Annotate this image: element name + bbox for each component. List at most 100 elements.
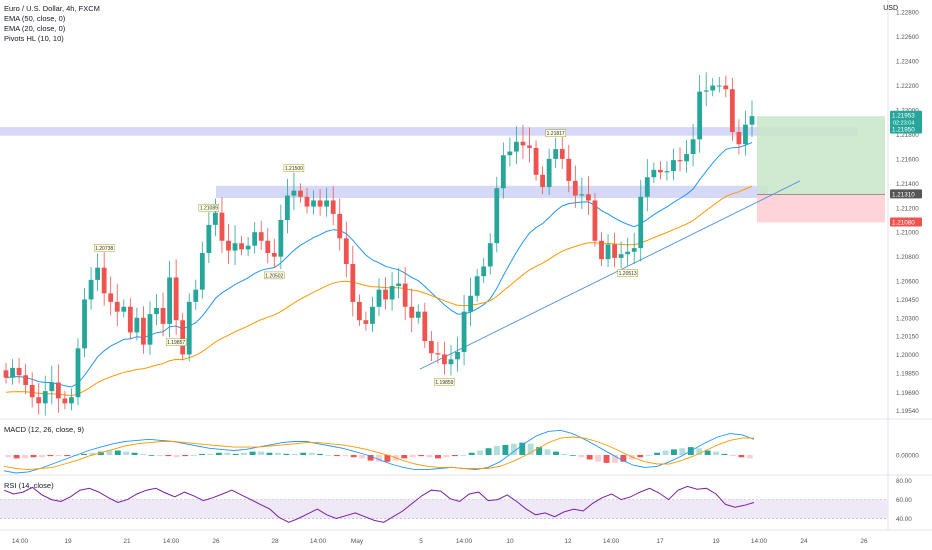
- y-tick-label: 1.22200: [896, 83, 919, 90]
- candle-body: [422, 311, 428, 341]
- candle-body: [684, 154, 689, 162]
- candle-body: [527, 145, 532, 148]
- candle-body: [703, 90, 709, 92]
- candle-body: [409, 306, 415, 318]
- currency-label: USD: [883, 5, 898, 12]
- macd-histogram-bar: [274, 452, 281, 455]
- candle-body: [514, 141, 519, 152]
- candle-body: [356, 301, 362, 321]
- candle-body: [160, 308, 166, 324]
- macd-histogram-bar: [746, 455, 753, 459]
- macd-line: [3, 429, 755, 474]
- candle-body: [167, 277, 172, 324]
- candle-body: [605, 244, 611, 260]
- y-tick-label: 1.19850: [896, 370, 919, 377]
- macd-histogram-bar: [81, 453, 88, 455]
- x-tick-label: 19: [64, 538, 72, 545]
- candle-body: [612, 244, 617, 258]
- candle-body: [219, 212, 225, 241]
- macd-histogram-bar: [55, 455, 62, 457]
- candle-body: [62, 398, 68, 404]
- candle-body: [644, 177, 650, 197]
- macd-histogram-bar: [89, 452, 96, 455]
- candle-body: [638, 196, 644, 249]
- y-tick-label: 1.20600: [896, 279, 919, 286]
- candle-body: [435, 353, 441, 355]
- macd-histogram-bar: [283, 453, 290, 455]
- macd-histogram-bar: [173, 455, 180, 458]
- ema50-legend[interactable]: EMA (50, close, 0): [4, 14, 66, 23]
- candle-body: [278, 220, 284, 257]
- macd-histogram-bar: [97, 451, 104, 455]
- x-tick-label: 14:00: [603, 538, 620, 545]
- candle-body: [3, 370, 9, 378]
- macd-histogram-bar: [140, 453, 146, 455]
- candle-body: [154, 308, 159, 315]
- candle-body: [134, 317, 140, 333]
- macd-histogram-bar: [367, 455, 374, 461]
- candle-body: [710, 85, 716, 91]
- candle-body: [186, 301, 192, 355]
- candle-body: [481, 266, 487, 277]
- candle-body: [428, 341, 434, 354]
- macd-histogram-bar: [266, 452, 273, 455]
- y-tick-label: 1.22800: [896, 10, 919, 17]
- candle-body: [330, 200, 336, 214]
- support-resistance-zone: [216, 185, 768, 198]
- candle-body: [147, 314, 153, 345]
- macd-y-tick: 0.00000: [896, 453, 919, 460]
- macd-histogram-bar: [114, 450, 121, 455]
- candle-body: [455, 352, 460, 360]
- macd-histogram-bar: [333, 455, 340, 457]
- macd-histogram-bar: [662, 450, 669, 455]
- candle-body: [586, 194, 591, 201]
- pivot-label-box: [198, 203, 220, 212]
- ema20-legend[interactable]: EMA (20, close, 0): [4, 24, 66, 33]
- pivot-label-box: [617, 269, 638, 277]
- candle-body: [232, 243, 238, 251]
- candle-body: [487, 243, 493, 267]
- candle-body: [213, 212, 218, 225]
- candle-body: [677, 160, 683, 162]
- x-tick-label: 24: [800, 538, 808, 545]
- candle-body: [723, 85, 729, 90]
- macd-histogram-bar: [384, 455, 391, 462]
- candle-body: [304, 196, 310, 207]
- pivot-label-box: [434, 378, 455, 386]
- macd-histogram-bar: [38, 455, 45, 458]
- candle-body: [23, 375, 29, 385]
- x-tick-label: 14:00: [12, 538, 29, 545]
- candle-body: [363, 320, 369, 324]
- macd-histogram-bar: [199, 453, 205, 455]
- candle-body: [370, 306, 375, 324]
- y-tick-label: 1.21400: [896, 181, 919, 188]
- macd-histogram-bar: [628, 455, 635, 460]
- candle-body: [553, 149, 559, 159]
- macd-histogram-bar: [569, 455, 576, 456]
- macd-legend[interactable]: MACD (12, 26, close, 9): [4, 425, 85, 434]
- macd-histogram-bar: [578, 455, 585, 458]
- y-tick-label: 1.22400: [896, 59, 919, 66]
- main-legend: Euro / U.S. Dollar, 4h, FXCM EMA (50, cl…: [4, 4, 100, 44]
- candle-body: [258, 232, 264, 241]
- pivots-legend[interactable]: Pivots HL (10, 10): [4, 34, 64, 43]
- pivot-label-box: [545, 129, 566, 137]
- candle-body: [664, 171, 670, 173]
- price-badge: [890, 110, 922, 127]
- pivot-label-text: 1.20738: [95, 246, 113, 252]
- y-tick-label: 1.21000: [896, 230, 919, 237]
- candle-body: [468, 295, 474, 312]
- macd-histogram-bar: [729, 455, 736, 457]
- pivot-label: 1.19859: [434, 378, 455, 386]
- rsi-legend[interactable]: RSI (14, close): [4, 481, 54, 490]
- candle-body: [350, 264, 356, 302]
- symbol-title: Euro / U.S. Dollar, 4h, FXCM: [4, 4, 100, 13]
- macd-histogram-bar: [586, 455, 593, 460]
- macd-histogram-bar: [553, 451, 559, 455]
- macd-histogram-bar: [409, 455, 416, 458]
- macd-histogram-bar: [620, 455, 627, 462]
- rsi-y-tick: 80.00: [896, 478, 912, 485]
- macd-histogram-bar: [342, 455, 349, 457]
- candle-body: [500, 155, 506, 189]
